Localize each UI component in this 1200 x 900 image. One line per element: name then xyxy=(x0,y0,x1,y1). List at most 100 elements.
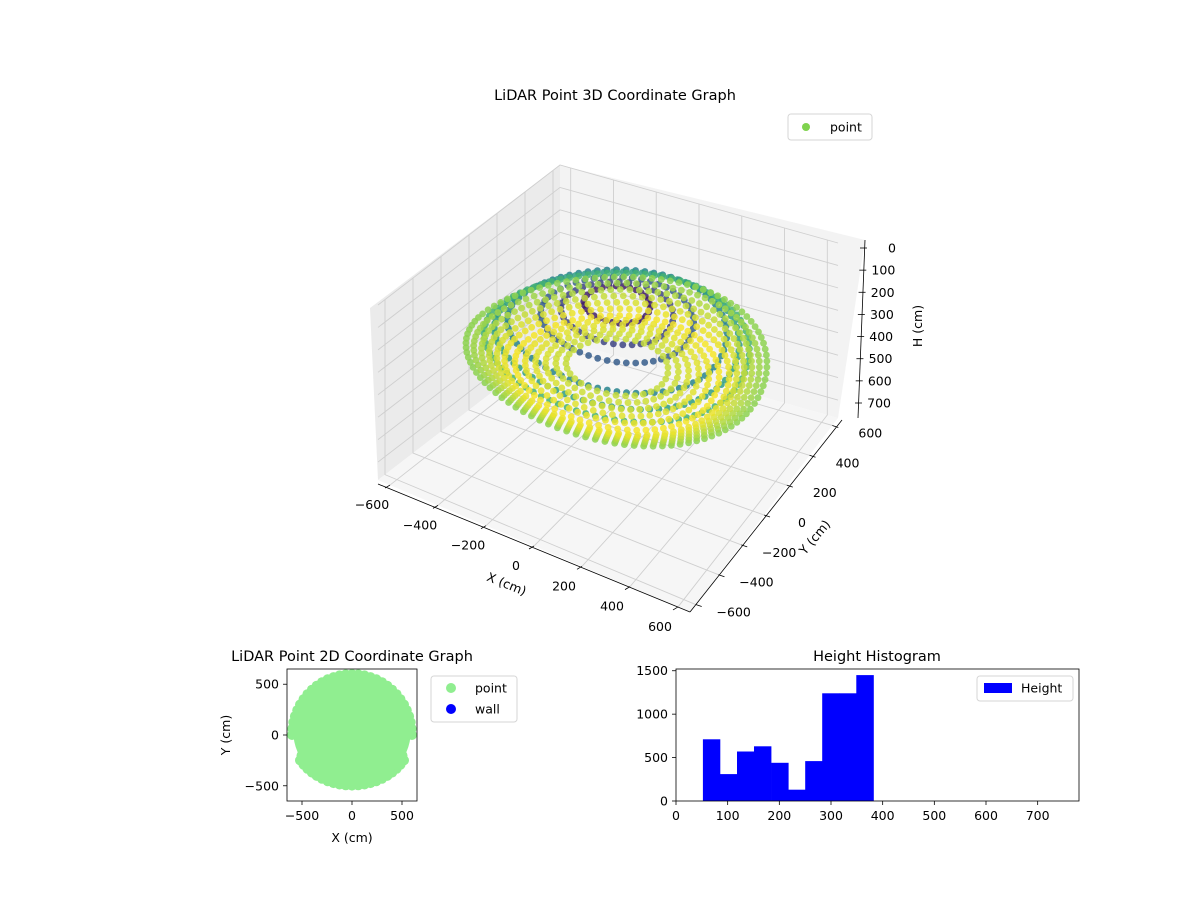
point-3d xyxy=(560,319,568,326)
point-3d xyxy=(654,333,662,341)
point-3d xyxy=(654,288,662,296)
point-3d xyxy=(693,359,701,367)
point-3d xyxy=(558,338,565,346)
point-3d xyxy=(596,331,604,339)
point-3d xyxy=(663,290,671,298)
point-3d xyxy=(651,301,658,309)
point-3d xyxy=(707,289,715,296)
point-3d xyxy=(630,419,638,427)
point-3d xyxy=(559,291,567,299)
histogram-bar xyxy=(702,739,721,801)
point-3d xyxy=(550,328,558,336)
point-3d xyxy=(580,404,588,411)
point-3d xyxy=(723,399,731,407)
point-3d xyxy=(682,343,690,351)
point-3d xyxy=(572,296,579,303)
point-3d xyxy=(677,426,685,433)
point-3d xyxy=(573,331,580,339)
point-3d xyxy=(564,342,572,350)
point-3d xyxy=(594,299,601,307)
point-3d xyxy=(685,406,693,414)
point-3d xyxy=(667,385,675,393)
point-3d xyxy=(603,299,611,306)
point-3d xyxy=(593,336,601,344)
point-3d xyxy=(682,302,690,310)
point-3d xyxy=(718,346,726,354)
point-3d xyxy=(690,305,698,313)
x-ticks-2d: −500 0 500 xyxy=(285,801,414,823)
point-3d xyxy=(683,281,691,288)
point-3d xyxy=(761,376,769,383)
point-3d xyxy=(740,394,748,401)
point-3d xyxy=(525,387,533,394)
grid-line-y xyxy=(440,256,742,546)
y-tick-mark-3d xyxy=(695,604,702,607)
grid-line-x xyxy=(437,180,614,506)
point-3d xyxy=(567,418,575,426)
x-tick-mark-3d xyxy=(528,545,535,550)
point-3d xyxy=(497,369,505,377)
point-3d xyxy=(550,387,557,395)
point-3d xyxy=(578,308,585,315)
point-3d xyxy=(676,308,684,315)
plot3d-title: LiDAR Point 3D Coordinate Graph xyxy=(494,88,736,104)
point-3d xyxy=(668,305,676,313)
y-tick-label-3d: −200 xyxy=(762,545,796,560)
point-3d xyxy=(755,369,763,377)
legend-hist-label: Height xyxy=(1021,681,1062,696)
grid-line-x xyxy=(629,228,785,587)
point-3d xyxy=(567,413,575,421)
point-3d xyxy=(701,294,709,302)
y-tick-mark-3d xyxy=(809,454,816,458)
point-3d xyxy=(760,339,767,347)
x-tick-label-3d: 200 xyxy=(552,578,576,593)
point-3d xyxy=(592,414,600,422)
point-3d xyxy=(519,289,527,297)
point-3d xyxy=(740,357,747,365)
z-tick-label-3d: 600 xyxy=(868,373,892,388)
point-3d xyxy=(682,355,689,363)
point-3d xyxy=(676,389,684,397)
y-tick-label-3d: −600 xyxy=(717,605,751,620)
point-3d xyxy=(720,393,728,401)
x-ticks-hist: 0 100 200 300 400 500 600 700 xyxy=(672,801,1050,823)
point-3d xyxy=(581,329,589,337)
point-3d xyxy=(671,313,678,321)
point-3d xyxy=(588,287,595,295)
point-3d xyxy=(522,295,530,303)
point-3d xyxy=(597,286,605,294)
x-axis-line xyxy=(377,483,691,613)
point-3d xyxy=(710,336,718,344)
point-3d xyxy=(733,304,740,311)
point-3d xyxy=(553,279,561,287)
point-3d xyxy=(642,280,650,288)
point-3d xyxy=(672,393,679,401)
point-3d xyxy=(675,384,683,392)
point-3d xyxy=(664,364,672,371)
point-3d xyxy=(699,286,707,293)
point-3d xyxy=(537,387,545,395)
point-3d xyxy=(544,324,552,332)
point-3d xyxy=(638,293,646,301)
point-3d xyxy=(558,346,566,354)
point-3d xyxy=(632,359,640,367)
point-3d xyxy=(703,413,711,421)
point-3d xyxy=(562,297,570,305)
y-ticks-2d: −500 0 500 xyxy=(245,677,287,793)
point-3d xyxy=(660,283,668,290)
point-3d xyxy=(748,369,756,377)
point-3d xyxy=(511,325,519,332)
point-3d xyxy=(535,402,543,409)
z-axis-line xyxy=(857,239,866,419)
point-3d xyxy=(681,333,688,340)
point-3d xyxy=(657,276,665,283)
point-3d xyxy=(740,369,748,377)
point-3d xyxy=(694,291,701,299)
point-3d xyxy=(594,280,602,288)
point-3d xyxy=(528,323,536,331)
point-3d xyxy=(563,278,570,285)
point-3d xyxy=(753,345,761,353)
point-3d xyxy=(606,330,614,338)
point-3d xyxy=(528,307,536,315)
